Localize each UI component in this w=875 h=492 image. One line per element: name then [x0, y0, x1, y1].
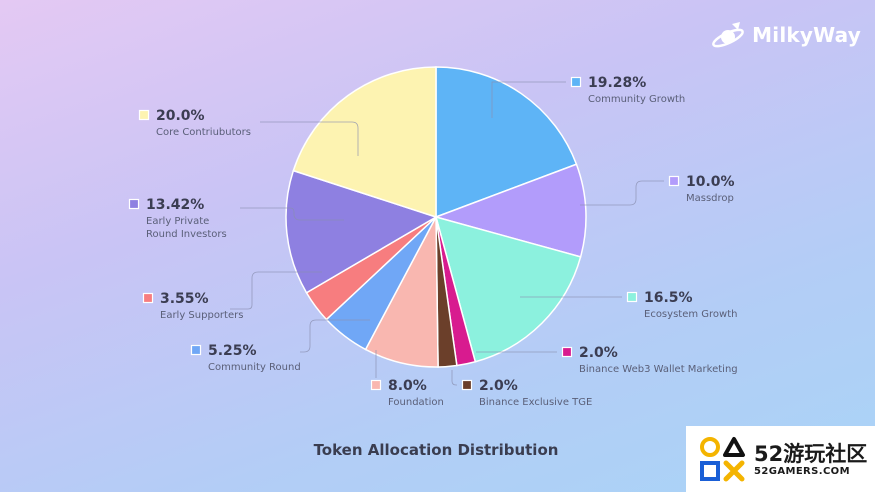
slice-percent-label: 8.0%: [388, 378, 427, 394]
legend-marker: [138, 109, 150, 121]
slice-labels: 19.28% Community Growth 10.0% Massdrop 16.5%…: [128, 75, 738, 408]
brand-logo: MilkyWay: [710, 20, 861, 50]
brand-name: MilkyWay: [752, 23, 861, 47]
legend-marker: [190, 344, 202, 356]
rocket-planet-icon: [712, 22, 745, 48]
legend-marker: [668, 175, 680, 187]
leader-line: [491, 81, 566, 118]
chart-title: Token Allocation Distribution: [314, 441, 559, 459]
leader-line: [451, 370, 457, 386]
leader-line: [580, 180, 664, 206]
leader-line: [300, 319, 370, 353]
legend-marker: [370, 379, 382, 391]
leader-line: [240, 207, 344, 221]
leader-lines: [230, 81, 664, 386]
slice-category-label: Binance Exclusive TGE: [479, 397, 592, 408]
slice-category-label: Early Private: [146, 216, 209, 227]
slice-category-label: Round Investors: [146, 229, 227, 240]
legend-marker: [461, 379, 473, 391]
slice-percent-label: 20.0%: [156, 108, 205, 124]
leader-line: [260, 121, 359, 156]
slice-percent-label: 13.42%: [146, 197, 204, 213]
legend-marker: [626, 291, 638, 303]
slice-category-label: Foundation: [388, 397, 444, 408]
slice-percent-label: 3.55%: [160, 291, 209, 307]
slice-percent-label: 16.5%: [644, 290, 693, 306]
slice-percent-label: 2.0%: [479, 378, 518, 394]
watermark-domain: 52GAMERS.COM: [754, 465, 850, 477]
watermark-site-name: 52游玩社区: [754, 441, 868, 466]
pie-slice-core-contriubutors: [292, 66, 437, 219]
slice-category-label: Core Contriubutors: [156, 127, 251, 138]
pie-slice-community-growth: [435, 66, 578, 219]
pie-slices: [285, 66, 587, 368]
gamepad-symbols-icon: [700, 437, 745, 482]
slice-category-label: Community Round: [208, 362, 301, 373]
slice-category-label: Community Growth: [588, 94, 685, 105]
watermark-badge: 52游玩社区 52GAMERS.COM: [686, 426, 875, 492]
pie-slice-massdrop: [433, 163, 587, 258]
leader-line: [230, 271, 322, 310]
pie-slice-ecosystem-growth: [434, 215, 582, 363]
slice-percent-label: 19.28%: [588, 75, 646, 91]
legend-marker: [128, 198, 140, 210]
slice-category-label: Binance Web3 Wallet Marketing: [579, 364, 738, 375]
legend-marker: [570, 76, 582, 88]
slice-category-label: Ecosystem Growth: [644, 309, 737, 320]
slice-category-label: Massdrop: [686, 193, 734, 204]
pie-slice-early-private-round-investors: [285, 169, 438, 294]
slice-percent-label: 5.25%: [208, 343, 257, 359]
legend-marker: [142, 292, 154, 304]
legend-marker: [561, 346, 573, 358]
slice-percent-label: 10.0%: [686, 174, 735, 190]
slice-category-label: Early Supporters: [160, 310, 243, 321]
slice-percent-label: 2.0%: [579, 345, 618, 361]
